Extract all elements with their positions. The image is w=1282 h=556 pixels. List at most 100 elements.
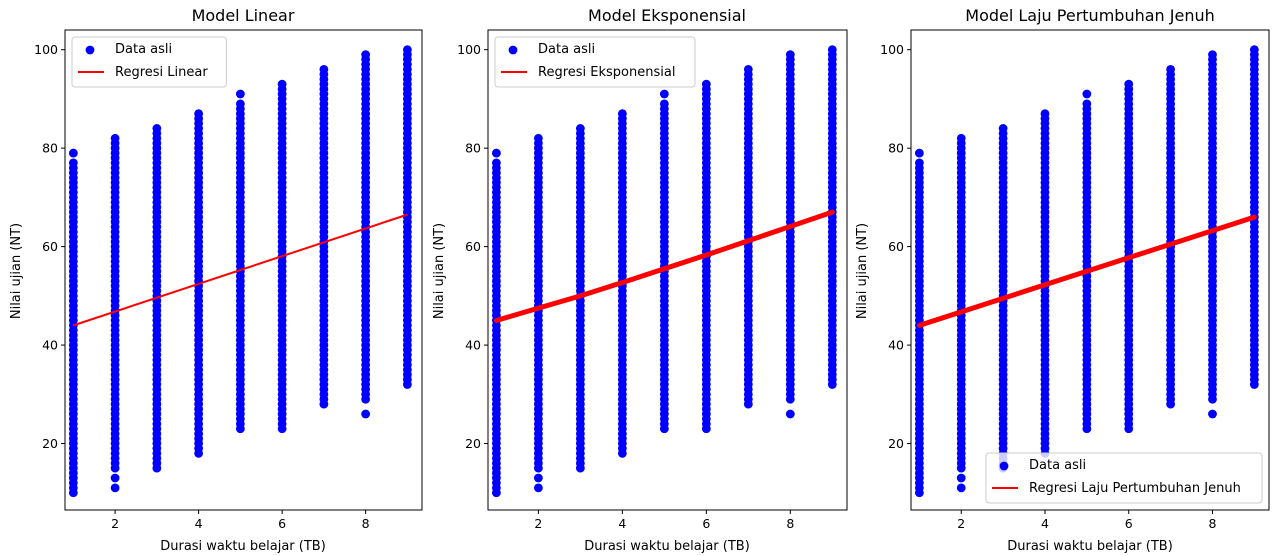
legend-label: Data asli bbox=[115, 42, 172, 57]
y-tick-label: 20 bbox=[888, 436, 904, 451]
data-point bbox=[827, 45, 837, 55]
data-point bbox=[235, 89, 245, 99]
x-tick-label: 8 bbox=[362, 516, 370, 531]
data-point bbox=[68, 148, 78, 158]
regression-line bbox=[493, 209, 835, 323]
data-point bbox=[361, 409, 371, 419]
legend-label: Data asli bbox=[1029, 458, 1086, 473]
data-point bbox=[956, 483, 966, 493]
data-point bbox=[659, 99, 669, 109]
legend: Data asli Regresi Linear bbox=[71, 36, 227, 88]
x-tick-label: 2 bbox=[111, 516, 119, 531]
scatter-series bbox=[914, 45, 1259, 498]
data-point bbox=[1082, 99, 1092, 109]
legend-label: Regresi Linear bbox=[115, 65, 208, 80]
x-axis-label: Durasi waktu belajar (TB) bbox=[584, 539, 750, 554]
scatter-series bbox=[491, 45, 837, 498]
legend-label: Regresi Laju Pertumbuhan Jenuh bbox=[1029, 481, 1241, 496]
y-axis-label: Nilai ujian (NT) bbox=[855, 223, 870, 319]
chart-title: Model Linear bbox=[192, 6, 295, 25]
data-point bbox=[319, 64, 329, 74]
legend: Data asli Regresi Laju Pertumbuhan Jenuh bbox=[985, 452, 1263, 504]
data-point bbox=[152, 124, 162, 133]
x-tick-label: 4 bbox=[195, 516, 203, 531]
data-point bbox=[533, 483, 543, 493]
data-point bbox=[914, 148, 924, 158]
y-tick-label: 40 bbox=[465, 338, 481, 353]
data-point bbox=[785, 409, 795, 419]
y-tick-label: 100 bbox=[457, 42, 481, 57]
data-point bbox=[110, 483, 120, 493]
y-tick-label: 40 bbox=[888, 338, 904, 353]
x-tick-label: 8 bbox=[1208, 516, 1216, 531]
data-point bbox=[402, 45, 412, 55]
data-point bbox=[1082, 89, 1092, 99]
data-point bbox=[533, 133, 543, 143]
data-point bbox=[617, 109, 627, 119]
x-axis-label: Durasi waktu belajar (TB) bbox=[1007, 539, 1173, 554]
x-axis-label: Durasi waktu belajar (TB) bbox=[160, 539, 326, 554]
plot-content bbox=[68, 45, 412, 498]
data-point bbox=[575, 124, 585, 133]
y-tick-label: 100 bbox=[34, 42, 58, 57]
data-point bbox=[1208, 409, 1217, 419]
scatter-series bbox=[68, 45, 412, 498]
y-tick-label: 60 bbox=[465, 239, 481, 254]
data-point bbox=[491, 158, 501, 168]
data-point bbox=[277, 79, 287, 89]
data-point bbox=[956, 473, 966, 483]
subplot-model-linear: Model Linear Durasi waktu belajar (TB) N… bbox=[9, 6, 423, 554]
subplot-model-eksponensial: Model Eksponensial Durasi waktu belajar … bbox=[432, 6, 848, 554]
data-point bbox=[68, 158, 78, 168]
data-point bbox=[1166, 64, 1176, 74]
y-tick-label: 60 bbox=[888, 239, 904, 254]
x-tick-label: 6 bbox=[278, 516, 286, 531]
subplot-model-laju-pertumbuhan-jenuh: Model Laju Pertumbuhan Jenuh Durasi wakt… bbox=[855, 6, 1270, 554]
legend-box bbox=[985, 452, 1263, 504]
data-point bbox=[914, 158, 924, 168]
legend-marker bbox=[508, 45, 518, 55]
y-tick-label: 60 bbox=[42, 239, 58, 254]
chart-title: Model Eksponensial bbox=[588, 6, 746, 25]
legend-label: Data asli bbox=[538, 42, 595, 57]
plot-content bbox=[914, 45, 1259, 498]
legend-box bbox=[494, 36, 696, 88]
data-point bbox=[1040, 109, 1050, 119]
data-point bbox=[110, 133, 120, 143]
data-point bbox=[956, 133, 966, 143]
regression-line bbox=[73, 213, 408, 327]
legend-marker bbox=[999, 461, 1009, 471]
data-point bbox=[361, 50, 371, 60]
legend-label: Regresi Eksponensial bbox=[538, 65, 675, 80]
data-point bbox=[235, 99, 245, 109]
legend: Data asli Regresi Eksponensial bbox=[494, 36, 696, 88]
y-tick-label: 40 bbox=[42, 338, 58, 353]
x-tick-label: 8 bbox=[786, 516, 794, 531]
y-tick-label: 80 bbox=[42, 141, 58, 156]
data-point bbox=[194, 109, 204, 119]
legend-marker bbox=[85, 45, 95, 55]
y-tick-label: 80 bbox=[888, 141, 904, 156]
x-tick-label: 4 bbox=[618, 516, 626, 531]
data-point bbox=[1249, 45, 1259, 55]
y-tick-label: 20 bbox=[42, 436, 58, 451]
x-tick-label: 6 bbox=[1125, 516, 1133, 531]
y-tick-label: 20 bbox=[465, 436, 481, 451]
data-point bbox=[785, 50, 795, 60]
y-tick-label: 100 bbox=[880, 42, 904, 57]
data-point bbox=[491, 148, 501, 158]
plot-content bbox=[491, 45, 837, 498]
chart-title: Model Laju Pertumbuhan Jenuh bbox=[965, 6, 1214, 25]
regression-line bbox=[916, 214, 1257, 328]
x-tick-label: 2 bbox=[957, 516, 965, 531]
data-point bbox=[533, 473, 543, 483]
legend-box bbox=[71, 36, 227, 88]
y-tick-label: 80 bbox=[465, 141, 481, 156]
data-point bbox=[110, 473, 120, 483]
x-tick-label: 2 bbox=[534, 516, 542, 531]
x-tick-label: 4 bbox=[1041, 516, 1049, 531]
y-axis-label: Nilai ujian (NT) bbox=[9, 223, 24, 319]
y-axis-label: Nilai ujian (NT) bbox=[432, 223, 447, 319]
data-point bbox=[701, 79, 711, 89]
